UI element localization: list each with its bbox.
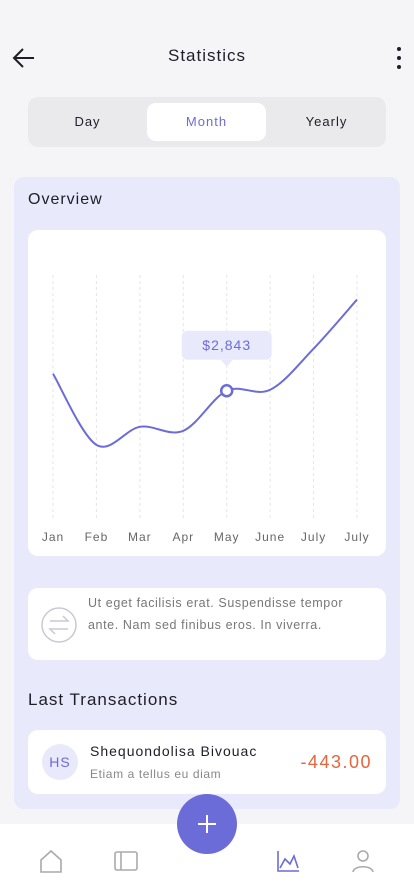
x-tick-label: Jan xyxy=(42,530,64,544)
chart: Jan Feb Mar Apr May June July July $2,843 xyxy=(42,275,369,544)
chart-card xyxy=(28,230,386,556)
x-tick-label: Apr xyxy=(172,530,194,544)
transaction-row[interactable]: HS Shequondolisa Bivouac Etiam a tellus … xyxy=(28,730,386,794)
x-tick-label: Mar xyxy=(128,530,152,544)
x-tick-label: May xyxy=(214,530,240,544)
tooltip-label: $2,843 xyxy=(202,337,251,353)
transaction-note: Etiam a tellus eu diam xyxy=(90,767,222,781)
transfer-icon xyxy=(41,607,77,643)
avatar: HS xyxy=(42,744,78,780)
tab[interactable]: Day xyxy=(74,114,101,129)
info-text: Ut eget facilisis erat. Suspendisse temp… xyxy=(88,596,344,632)
profile-tab[interactable] xyxy=(350,848,376,874)
x-tick-label: July xyxy=(301,530,326,544)
section-title: Last Transactions xyxy=(28,690,179,709)
tab[interactable]: Yearly xyxy=(305,114,348,129)
tooltip xyxy=(181,330,272,360)
wallet-tab[interactable] xyxy=(113,848,139,874)
x-tick-label: Feb xyxy=(85,530,109,544)
home-tab[interactable] xyxy=(38,848,64,874)
tab-bar: Day Month Yearly xyxy=(28,97,386,147)
tab-active[interactable]: Month xyxy=(147,103,266,141)
back-button[interactable] xyxy=(10,44,38,72)
tooltip-pointer xyxy=(220,359,233,367)
add-button[interactable] xyxy=(177,794,237,854)
menu-button[interactable] xyxy=(392,44,406,72)
x-tick-label: July xyxy=(344,530,369,544)
section-title: Overview xyxy=(28,191,103,208)
info-card: Ut eget facilisis erat. Suspendisse temp… xyxy=(28,588,386,660)
transaction-amount: -443.00 xyxy=(300,752,372,772)
stats-tab[interactable] xyxy=(275,848,301,874)
x-tick-label: June xyxy=(255,530,285,544)
line xyxy=(52,298,358,448)
highlight-point xyxy=(219,384,234,398)
transaction-name: Shequondolisa Bivouac xyxy=(90,743,258,759)
page-title: Statistics xyxy=(167,46,247,65)
